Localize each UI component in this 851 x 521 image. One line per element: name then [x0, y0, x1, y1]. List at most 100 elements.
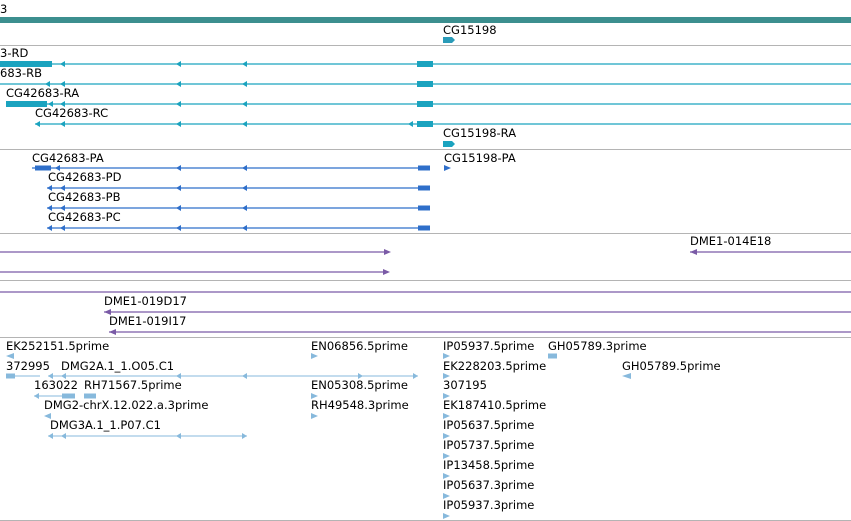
clone-label: DME1-019I17	[109, 314, 187, 328]
cds-pb[interactable]: CG42683-PB	[47, 190, 430, 211]
est-163022[interactable]: 163022	[34, 378, 78, 399]
est-ek228203[interactable]: EK228203.5prime	[443, 359, 546, 379]
chevron-left-icon	[47, 225, 247, 231]
est-label: IP05637.3prime	[443, 478, 534, 492]
cds-pa[interactable]: CG42683-PA	[32, 151, 430, 171]
est-307195[interactable]: 307195	[443, 378, 487, 399]
est-label: DMG3A.1_1.P07.C1	[50, 418, 161, 432]
est-label: 163022	[34, 378, 78, 392]
est-gh05789-5[interactable]: GH05789.5prime	[622, 359, 721, 379]
transcript-label: CG42683-RC	[35, 106, 108, 120]
gene-cg15198-feature[interactable]: CG15198	[443, 23, 497, 43]
est-ek252151[interactable]: EK252151.5prime	[6, 339, 109, 359]
transcript-cg15198-ra[interactable]: CG15198-RA	[443, 126, 516, 147]
est-ip13458[interactable]: IP13458.5prime	[443, 458, 534, 479]
est-dmg3a[interactable]: DMG3A.1_1.P07.C1	[48, 418, 247, 439]
cds-label: CG42683-PA	[32, 151, 104, 165]
chevron-left-icon	[60, 61, 247, 67]
cds-label: CG42683-PC	[48, 210, 121, 224]
arrow-right-icon	[443, 513, 450, 519]
est-label: GH05789.3prime	[548, 339, 647, 353]
cds-track: CG42683-PA CG15198-PA CG42683-PD CG42683…	[32, 151, 516, 231]
clone-019i17[interactable]: DME1-019I17	[109, 314, 851, 335]
arrow-right-icon	[443, 373, 450, 379]
cds-cg15198-pa[interactable]: CG15198-PA	[444, 151, 516, 171]
cds-label: CG42683-PB	[48, 190, 121, 204]
gene-span-feature[interactable]: 3	[0, 2, 851, 23]
est-label: 372995	[6, 359, 50, 373]
est-label: RH71567.5prime	[84, 378, 182, 392]
est-dmg2a[interactable]: DMG2A.1_1.O05.C1	[48, 359, 418, 379]
arrow-right-icon	[443, 353, 450, 359]
est-en05308[interactable]: EN05308.5prime	[311, 378, 408, 399]
clone-feature[interactable]	[0, 269, 390, 275]
est-label: IP13458.5prime	[443, 458, 534, 472]
est-ip05937-5[interactable]: IP05937.5prime	[443, 339, 534, 359]
est-label: 307195	[443, 378, 487, 392]
est-label: IP05937.5prime	[443, 339, 534, 353]
transcript-label: CG42683-RA	[6, 86, 79, 100]
est-label: EK187410.5prime	[443, 398, 546, 412]
arrow-left-icon	[6, 353, 14, 359]
est-en06856[interactable]: EN06856.5prime	[311, 339, 408, 359]
est-dmg2-chrx[interactable]: DMG2-chrX.12.022.a.3prime	[44, 398, 208, 419]
cds-label: CG42683-PD	[48, 170, 122, 184]
arrow-right-icon	[443, 37, 455, 43]
arrow-right-icon	[443, 433, 450, 439]
est-ip05737[interactable]: IP05737.5prime	[443, 438, 534, 459]
arrow-right-icon	[443, 141, 455, 147]
transcript-label: 683-RB	[0, 66, 42, 80]
clone-019d17[interactable]: DME1-019D17	[104, 294, 851, 315]
chevron-left-icon	[55, 165, 247, 171]
chevron-left-icon	[47, 185, 247, 191]
transcript-label: CG15198-RA	[443, 126, 516, 140]
clone-014e18[interactable]: DME1-014E18	[690, 234, 851, 255]
chevron-left-icon	[35, 121, 413, 127]
gene-span-label: 3	[0, 2, 7, 16]
est-label: DMG2-chrX.12.022.a.3prime	[44, 398, 208, 412]
est-block	[548, 353, 557, 359]
est-rh49548[interactable]: RH49548.3prime	[311, 398, 409, 419]
chevron-left-icon	[47, 205, 247, 211]
clone-label: DME1-014E18	[690, 234, 771, 248]
arrow-right-icon	[443, 413, 450, 419]
cds-pd[interactable]: CG42683-PD	[47, 170, 430, 191]
clone-track-1: DME1-014E18	[0, 234, 851, 275]
arrow-right-icon	[443, 473, 450, 479]
gene-track: 3 CG15198	[0, 2, 851, 43]
est-372995[interactable]: 372995	[6, 359, 50, 379]
clone-feature[interactable]	[0, 249, 391, 255]
transcript-rb[interactable]: 683-RB	[0, 66, 851, 87]
est-ek187410[interactable]: EK187410.5prime	[443, 398, 546, 419]
est-label: EK252151.5prime	[6, 339, 109, 353]
transcript-track: 3-RD 683-RB CG42683-RA	[0, 46, 851, 147]
transcript-rc[interactable]: CG42683-RC	[35, 106, 851, 127]
est-ip05637-3[interactable]: IP05637.3prime	[443, 478, 534, 499]
arrow-right-icon	[384, 249, 391, 255]
transcript-ra[interactable]: CG42683-RA	[6, 86, 851, 107]
est-ip05637-5[interactable]: IP05637.5prime	[443, 418, 534, 439]
est-rh71567[interactable]: RH71567.5prime	[84, 378, 182, 399]
cds-pc[interactable]: CG42683-PC	[47, 210, 430, 231]
clone-track-2: DME1-019D17 DME1-019I17	[0, 291, 851, 335]
arrow-right-icon	[383, 269, 390, 275]
arrow-left-icon	[109, 329, 116, 335]
est-gh05789-3[interactable]: GH05789.3prime	[548, 339, 647, 359]
est-ip05937-3[interactable]: IP05937.3prime	[443, 498, 534, 519]
chevron-left-icon	[45, 81, 247, 87]
est-label: EN06856.5prime	[311, 339, 408, 353]
arrow-right-icon	[443, 393, 450, 399]
arrow-right-icon	[311, 353, 318, 359]
est-label: IP05737.5prime	[443, 438, 534, 452]
chevron-left-icon	[48, 101, 247, 107]
arrow-right-icon	[311, 393, 318, 399]
arrow-left-icon	[44, 413, 51, 419]
arrow-right-icon	[443, 493, 450, 499]
est-label: EN05308.5prime	[311, 378, 408, 392]
transcript-rd[interactable]: 3-RD	[0, 46, 851, 67]
est-label: IP05937.3prime	[443, 498, 534, 512]
clone-label: DME1-019D17	[104, 294, 187, 308]
arrow-right-icon	[311, 413, 318, 419]
